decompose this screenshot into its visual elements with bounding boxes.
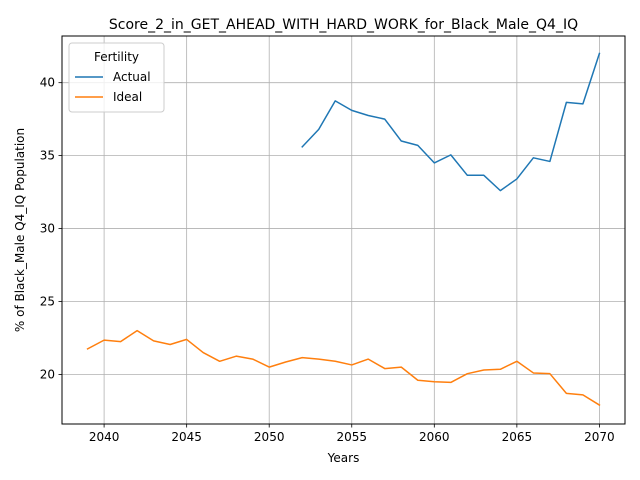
legend: Fertility Actual Ideal	[68, 42, 165, 113]
x-tick-label: 2060	[419, 430, 450, 444]
legend-label-actual: Actual	[113, 70, 151, 84]
x-tick-label: 2040	[89, 430, 120, 444]
grid-lines	[62, 36, 625, 424]
x-tick-label: 2055	[336, 430, 367, 444]
x-axis-label: Years	[327, 451, 360, 465]
x-tick-label: 2050	[254, 430, 285, 444]
y-tick-label: 30	[40, 222, 55, 236]
x-tick-label: 2070	[584, 430, 615, 444]
y-tick-label: 25	[40, 294, 55, 308]
legend-box	[68, 42, 165, 113]
legend-title: Fertility	[94, 50, 139, 64]
series-line-ideal	[86, 329, 601, 407]
series-line-actual	[301, 52, 601, 192]
y-axis-label: % of Black_Male Q4_IQ Population	[13, 128, 27, 332]
y-tick-label: 40	[40, 76, 55, 90]
x-tick-label: 2045	[171, 430, 202, 444]
chart-title: Score_2_in_GET_AHEAD_WITH_HARD_WORK_for_…	[109, 17, 578, 33]
y-axis-ticks: 20 25 30 35 40	[40, 76, 62, 381]
x-axis-ticks: 2040 2045 2050 2055 2060 2065 2070	[89, 424, 615, 444]
plot-frame	[61, 35, 626, 425]
series-lines	[86, 52, 601, 407]
y-tick-label: 35	[40, 149, 55, 163]
y-tick-label: 20	[40, 367, 55, 381]
x-tick-label: 2065	[502, 430, 533, 444]
legend-label-ideal: Ideal	[113, 90, 142, 104]
